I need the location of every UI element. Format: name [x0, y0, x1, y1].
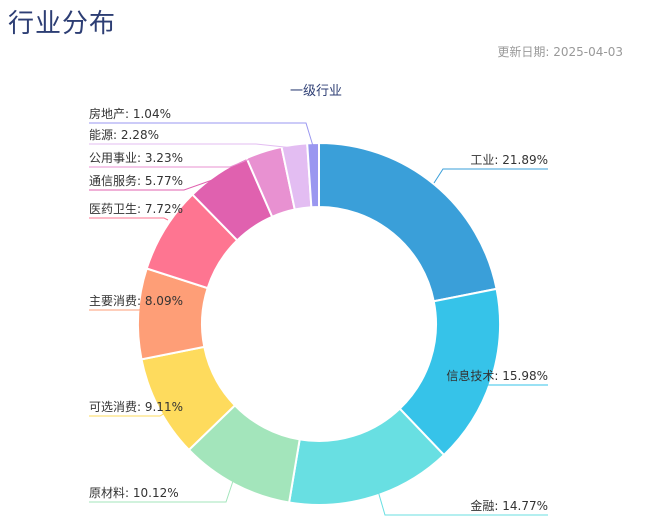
leader-lines-layer — [89, 122, 548, 516]
slice-label: 信息技术: 15.98% — [446, 368, 548, 383]
update-date-line: 更新日期: 2025-04-03 — [497, 43, 623, 60]
labels-layer: 工业: 21.89% 信息技术: 15.98% 金融: 14.77% 原材料: 10.… — [89, 106, 548, 513]
page-title: 行业分布 — [8, 9, 117, 39]
label-leader-line — [89, 307, 146, 311]
donut-slice[interactable] — [306, 141, 320, 209]
slice-label: 可选消费: 9.11% — [89, 400, 183, 414]
slice-label: 工业: 21.89% — [470, 153, 548, 167]
chart-title: 一级行业 — [290, 84, 342, 99]
slice-label: 房地产: 1.04% — [89, 106, 171, 121]
label-leader-line — [89, 217, 169, 221]
slice-label: 金融: 14.77% — [470, 498, 548, 513]
slices-layer — [137, 141, 501, 506]
update-date-value: 2025-04-03 — [553, 45, 623, 59]
update-date-label: 更新日期: — [497, 45, 550, 59]
label-leader-line — [89, 122, 314, 147]
donut-slice[interactable] — [318, 141, 498, 303]
label-leader-line — [89, 153, 263, 168]
slice-label: 公用事业: 3.23% — [89, 151, 183, 165]
slice-label: 原材料: 10.12% — [89, 486, 179, 500]
slice-label: 能源: 2.28% — [89, 128, 159, 142]
label-leader-line — [375, 483, 548, 516]
label-leader-line — [89, 177, 219, 191]
label-leader-line — [433, 168, 548, 184]
label-leader-line — [89, 477, 235, 503]
slice-label: 医药卫生: 7.72% — [89, 202, 183, 216]
slice-label: 通信服务: 5.77% — [89, 173, 183, 188]
label-leader-line — [89, 412, 166, 417]
slice-label: 主要消费: 8.09% — [89, 294, 183, 308]
label-leader-line — [89, 143, 295, 149]
